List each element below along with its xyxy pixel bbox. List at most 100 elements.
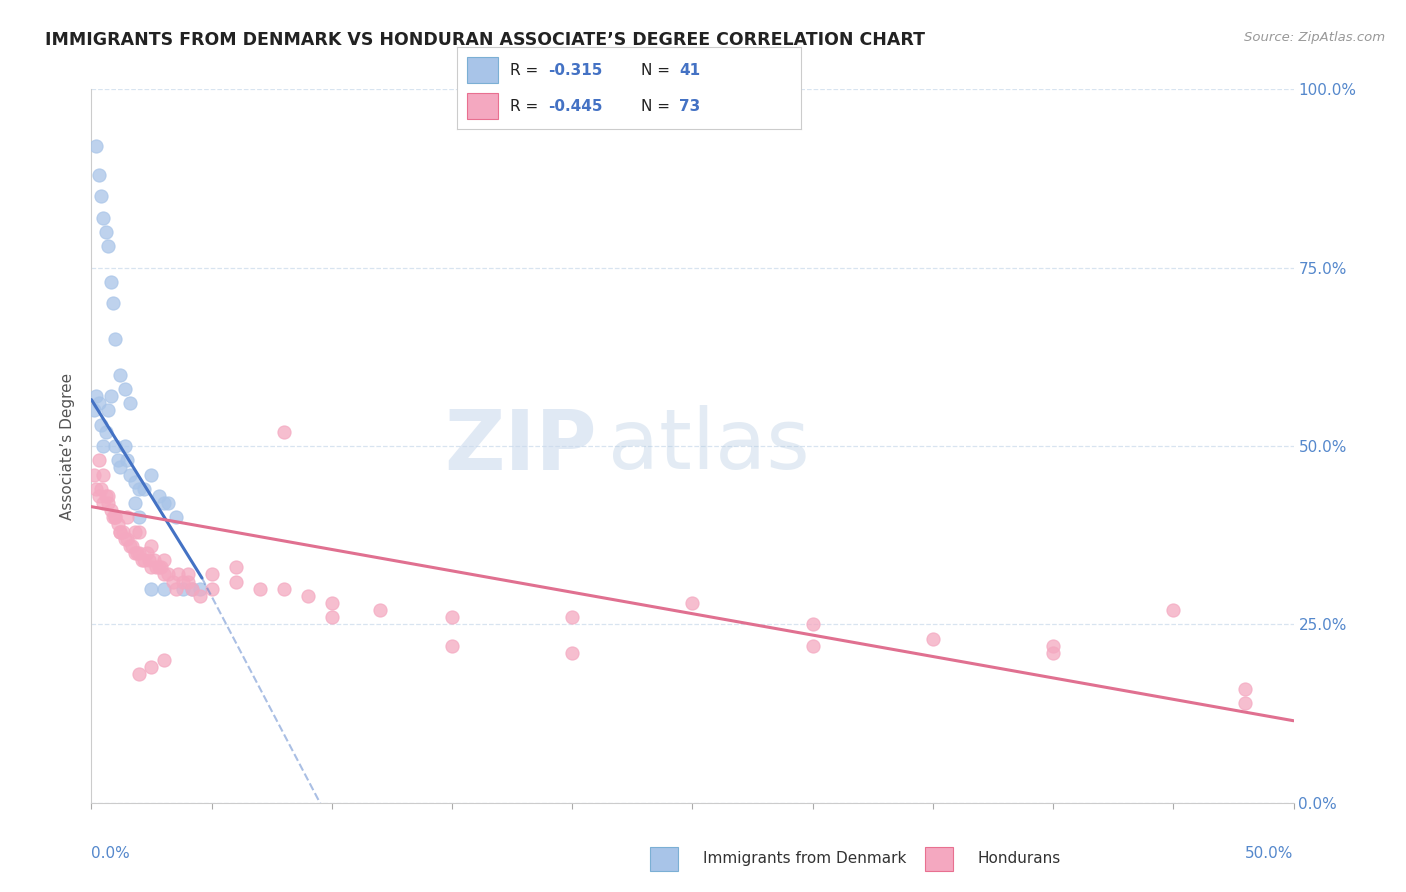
Point — [225, 574, 247, 589]
Point — [152, 496, 174, 510]
Point — [104, 510, 127, 524]
Point — [152, 567, 174, 582]
Point — [97, 489, 120, 503]
Point — [440, 639, 463, 653]
Point — [107, 517, 129, 532]
Point — [131, 553, 153, 567]
Point — [84, 482, 107, 496]
Point — [114, 532, 136, 546]
Bar — [467, 57, 498, 83]
Point — [172, 582, 194, 596]
Point — [104, 510, 127, 524]
Point — [1042, 639, 1064, 653]
Point — [561, 646, 583, 660]
Point — [181, 582, 204, 596]
Text: atlas: atlas — [609, 406, 810, 486]
Text: N =: N = — [641, 62, 675, 78]
Point — [225, 560, 247, 574]
Point — [114, 439, 136, 453]
Point — [165, 582, 187, 596]
Point — [87, 489, 110, 503]
Point — [97, 239, 120, 253]
Point — [101, 296, 124, 310]
Text: Immigrants from Denmark: Immigrants from Denmark — [703, 851, 907, 865]
Point — [87, 168, 110, 182]
Point — [561, 610, 583, 624]
Point — [273, 425, 295, 439]
Point — [90, 417, 112, 432]
Point — [118, 467, 141, 482]
Point — [93, 211, 115, 225]
Point — [148, 489, 170, 503]
Point — [104, 332, 127, 346]
Point — [84, 139, 107, 153]
Point — [83, 467, 105, 482]
Point — [111, 524, 134, 539]
Point — [138, 553, 160, 567]
Point — [128, 482, 150, 496]
Point — [128, 546, 150, 560]
Point — [118, 396, 141, 410]
Point — [117, 453, 139, 467]
Point — [142, 553, 165, 567]
Point — [94, 425, 117, 439]
Text: R =: R = — [510, 99, 544, 114]
Point — [141, 660, 163, 674]
Point — [145, 560, 167, 574]
Point — [152, 653, 174, 667]
Point — [801, 617, 824, 632]
Point — [157, 496, 180, 510]
Point — [128, 524, 150, 539]
Point — [84, 389, 107, 403]
Point — [90, 189, 112, 203]
Point — [321, 596, 343, 610]
Point — [368, 603, 391, 617]
Point — [1234, 696, 1257, 710]
Y-axis label: Associate’s Degree: Associate’s Degree — [60, 373, 76, 519]
Point — [118, 539, 141, 553]
Point — [440, 610, 463, 624]
Point — [110, 368, 132, 382]
Point — [141, 467, 163, 482]
Point — [188, 589, 211, 603]
Point — [150, 560, 173, 574]
Point — [117, 510, 139, 524]
Point — [181, 582, 204, 596]
Point — [249, 582, 271, 596]
Point — [104, 439, 127, 453]
Point — [134, 553, 156, 567]
Point — [110, 460, 132, 475]
Text: R =: R = — [510, 62, 544, 78]
Text: Source: ZipAtlas.com: Source: ZipAtlas.com — [1244, 31, 1385, 45]
Point — [87, 453, 110, 467]
Point — [188, 582, 211, 596]
Point — [94, 489, 117, 503]
Text: 0.0%: 0.0% — [91, 846, 131, 861]
Text: -0.315: -0.315 — [548, 62, 603, 78]
Point — [176, 567, 198, 582]
Point — [94, 225, 117, 239]
Point — [172, 574, 194, 589]
Point — [100, 389, 122, 403]
Point — [110, 524, 132, 539]
Point — [97, 496, 120, 510]
Point — [97, 403, 120, 417]
Bar — [467, 94, 498, 120]
Text: 73: 73 — [679, 99, 700, 114]
Point — [114, 382, 136, 396]
Point — [165, 510, 187, 524]
Point — [141, 582, 163, 596]
Point — [152, 582, 174, 596]
Point — [107, 453, 129, 467]
Point — [162, 574, 184, 589]
Point — [117, 532, 139, 546]
Point — [121, 539, 143, 553]
Point — [1161, 603, 1184, 617]
Point — [297, 589, 319, 603]
Point — [135, 546, 157, 560]
Point — [125, 546, 148, 560]
Point — [141, 539, 163, 553]
Point — [83, 403, 105, 417]
Point — [100, 503, 122, 517]
Point — [176, 574, 198, 589]
